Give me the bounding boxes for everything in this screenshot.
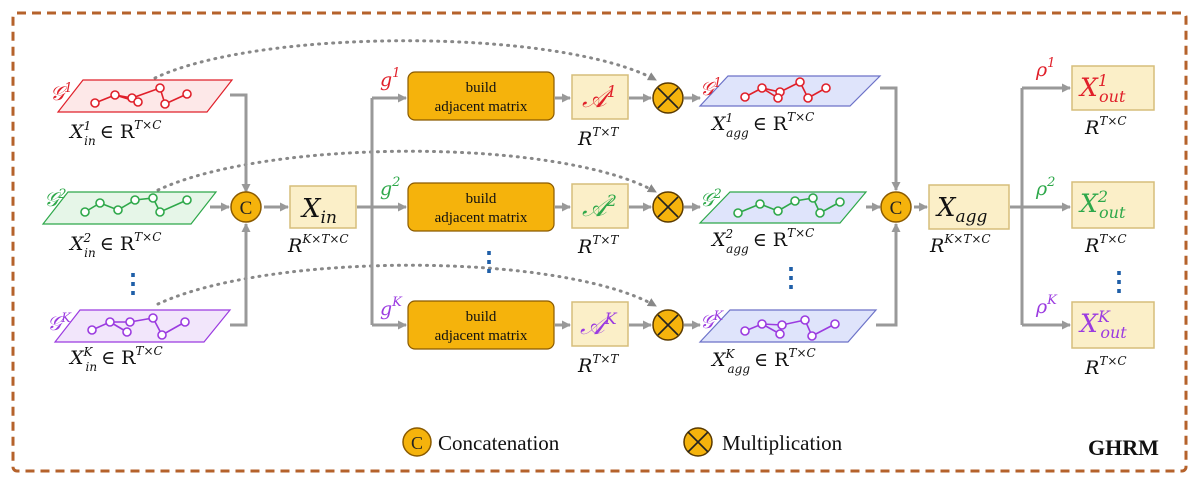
input-graph-1: [56, 79, 234, 113]
xagg-space-label: RK×T×C: [929, 232, 991, 257]
svg-text:adjacent matrix: adjacent matrix: [435, 328, 528, 344]
build-adjacent-matrix-1: build adjacent matrix: [407, 71, 555, 121]
adjacency-k-space: RT×T: [577, 352, 619, 377]
svg-text:adjacent matrix: adjacent matrix: [435, 210, 528, 226]
output-1: X1 out: [1071, 65, 1155, 111]
dotted-graph-links: [153, 39, 658, 308]
input-graph-k: [53, 309, 232, 343]
build-adjacent-matrix-k: build adjacent matrix: [407, 300, 555, 350]
xin-space-label: RK×T×C: [287, 232, 349, 257]
concat-node-1: C: [230, 191, 262, 223]
agg-graph-1: [698, 75, 882, 107]
output-2-space: RT×C: [1084, 232, 1127, 257]
branch-2-g-label: g2: [380, 175, 400, 200]
svg-text:build: build: [466, 191, 497, 207]
branch-k-g-label: gK: [380, 295, 403, 320]
branch-ellipsis: ⋮: [476, 247, 502, 277]
input-feature-2-label: X2 in ∈ RT×C: [68, 230, 161, 260]
agg-graph-k: [698, 309, 878, 343]
agg-graph-2: [698, 191, 868, 224]
agg-feature-1-label: X1 agg ∈ RT×C: [710, 110, 814, 140]
agg-feature-k-label: XK agg ∈ RT×C: [710, 346, 816, 376]
adjacency-1: 𝒜1: [571, 74, 629, 120]
adjacency-1-space: RT×T: [577, 125, 619, 150]
output-ellipsis: ⋮: [1106, 267, 1132, 297]
xin-box: Xin: [289, 185, 357, 229]
svg-text:C: C: [890, 198, 903, 219]
svg-text:build: build: [466, 80, 497, 96]
concat-node-2: C: [880, 191, 912, 223]
svg-text:build: build: [466, 309, 497, 325]
connectors: [210, 83, 1071, 330]
input-feature-k-label: XK in ∈ RT×C: [68, 344, 163, 374]
output-k: XK out: [1071, 301, 1155, 349]
adjacency-2-space: RT×T: [577, 233, 619, 258]
input-graph-1-name: 𝒢1: [50, 81, 73, 105]
input-feature-1-label: X1 in ∈ RT×C: [68, 118, 161, 148]
agg-graph-k-name: 𝒢K: [700, 309, 725, 333]
rho-1-label: ρ1: [1035, 56, 1055, 81]
module-title: GHRM: [1088, 435, 1159, 460]
build-adjacent-matrix-2: build adjacent matrix: [407, 182, 555, 232]
xagg-box: Xagg: [928, 184, 1010, 230]
multiply-node-k: [652, 309, 684, 341]
agg-graph-1-name: 𝒢1: [700, 76, 722, 100]
agg-graph-2-name: 𝒢2: [700, 187, 722, 211]
output-2: X2 out: [1071, 181, 1155, 229]
output-k-space: RT×C: [1084, 354, 1127, 379]
output-1-space: RT×C: [1084, 114, 1127, 139]
legend-concat: C Concatenation: [402, 427, 560, 457]
svg-text:adjacent matrix: adjacent matrix: [435, 99, 528, 115]
branch-1-g-label: g1: [380, 66, 400, 91]
module-frame: [11, 11, 1188, 473]
svg-text:Xagg: Xagg: [935, 193, 988, 227]
legend-multiply: Multiplication: [683, 427, 843, 457]
input-graph-2-name: 𝒢2: [44, 187, 67, 211]
multiply-node-1: [652, 82, 684, 114]
rho-k-label: ρK: [1035, 293, 1058, 318]
legend-multiply-label: Multiplication: [722, 431, 843, 455]
rho-2-label: ρ2: [1035, 175, 1055, 200]
agg-ellipsis: ⋮: [778, 263, 804, 293]
svg-text:C: C: [411, 433, 423, 453]
multiply-node-2: [652, 191, 684, 223]
adjacency-k: 𝒜K: [571, 301, 629, 347]
input-graph-2: [41, 191, 218, 225]
legend-concat-label: Concatenation: [438, 431, 560, 455]
svg-text:Xin: Xin: [300, 194, 337, 228]
svg-text:𝒜K: 𝒜K: [580, 309, 618, 341]
input-graph-k-name: 𝒢K: [47, 311, 72, 335]
agg-feature-2-label: X2 agg ∈ RT×C: [710, 226, 814, 256]
input-ellipsis: ⋮: [120, 269, 146, 299]
adjacency-2: 𝒜2: [571, 183, 629, 229]
svg-text:C: C: [240, 198, 253, 219]
